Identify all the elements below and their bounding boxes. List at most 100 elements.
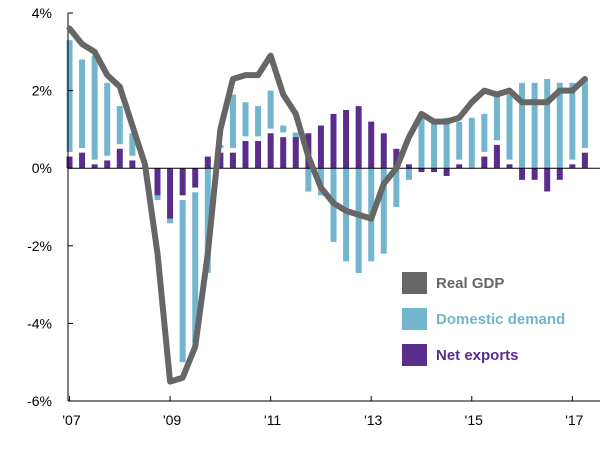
y-tick-label: -6% [27,393,52,409]
net-exports-bar [519,168,526,180]
legend-item-real-gdp-swatch [402,272,427,294]
net-exports-bar [506,164,513,169]
legend-item-net-exports-label: Net exports [436,347,519,364]
net-exports-bar [204,156,211,169]
net-exports-bar [79,152,86,169]
y-tick-label: -2% [27,238,52,254]
net-exports-bar [167,168,174,219]
domestic-demand-bar [242,102,249,137]
y-tick-label: 4% [32,5,52,21]
x-tick-label: '09 [163,412,181,428]
domestic-demand-bar [255,106,262,137]
domestic-demand-bar [468,117,475,169]
domestic-demand-bar [204,168,211,273]
domestic-demand-bar [355,168,362,273]
net-exports-bar [255,141,262,169]
legend-item-real-gdp-label: Real GDP [436,275,504,292]
x-tick-label: '11 [264,412,281,428]
domestic-demand-bar [456,121,463,160]
net-exports-bar [556,168,563,180]
domestic-demand-bar [393,168,400,207]
net-exports-bar [91,164,98,169]
net-exports-bar [66,156,73,169]
y-tick-label: 2% [32,83,52,99]
net-exports-bar [544,168,551,192]
net-exports-bar [368,121,375,169]
domestic-demand-bar [343,168,350,262]
y-tick-label: -4% [27,315,52,331]
legend-item-domestic-demand-label: Domestic demand [436,311,565,328]
domestic-demand-bar [116,106,123,145]
real-gdp-line-group [66,25,588,385]
net-exports-bar [456,164,463,169]
net-exports-bar [330,113,337,169]
net-exports-bar [581,152,588,169]
x-tick-labels: '07 '09 '11 '13 '15 '17 [62,412,583,428]
domestic-demand-bar [91,55,98,160]
net-exports-bar [267,133,274,169]
net-exports-bar [418,168,425,173]
legend: Real GDP Domestic demand Net exports [402,272,565,366]
net-exports-bar [343,110,350,169]
x-tick-label: '13 [364,412,382,428]
net-exports-bar [129,160,136,169]
domestic-demand-bar [431,121,438,169]
net-exports-bar [493,144,500,169]
real-gdp-line [66,25,588,385]
domestic-demand-bar [104,82,111,156]
domestic-demand-bar [405,168,412,180]
net-exports-bar [380,133,387,169]
domestic-demand-bar [418,117,425,169]
net-exports-bar [154,168,161,196]
x-tick-label: '07 [62,412,80,428]
domestic-demand-bar [229,94,236,149]
net-exports-bar [217,152,224,169]
net-exports-bar [393,148,400,169]
net-exports-bar [280,137,287,169]
domestic-demand-bar [556,82,563,169]
domestic-demand-bar [192,192,199,343]
domestic-demand-bar [179,200,186,363]
x-tick-label: '17 [565,412,583,428]
domestic-demand-bar [519,82,526,169]
domestic-demand-bar [531,82,538,169]
net-exports-bar [531,168,538,180]
y-tick-labels: 4% 2% 0% -2% -4% -6% [27,5,52,409]
net-exports-bar [355,106,362,169]
legend-item-net-exports-swatch [402,344,427,366]
net-exports-bar [317,125,324,169]
domestic-demand-bar [280,125,287,133]
domestic-demand-bar [79,59,86,149]
domestic-demand-bar [544,78,551,169]
legend-item-domestic-demand-swatch [402,308,427,330]
net-exports-bar [443,168,450,176]
domestic-demand-bar [305,168,312,192]
net-exports-bar [405,164,412,169]
domestic-demand-bar [481,113,488,152]
net-exports-bar [431,168,438,173]
domestic-demand-bar [380,168,387,254]
domestic-demand-bar [581,78,588,149]
net-exports-bar [229,152,236,169]
domestic-demand-bar [66,40,73,152]
domestic-demand-bars [66,40,588,363]
net-exports-bar [179,168,186,196]
x-tick-label: '15 [465,412,483,428]
domestic-demand-bar [569,82,576,160]
domestic-demand-bar [167,218,174,224]
net-exports-bar [242,141,249,169]
net-exports-bar [192,168,199,188]
net-exports-bar [292,137,299,169]
axes [67,12,600,402]
net-exports-bar [116,148,123,169]
domestic-demand-bar [493,94,500,141]
domestic-demand-bar [506,94,513,160]
net-exports-bars [66,106,588,219]
net-exports-bar [481,156,488,169]
domestic-demand-bar [129,133,136,156]
y-tick-label: 0% [32,160,52,176]
domestic-demand-bar [154,195,161,201]
domestic-demand-bar [267,90,274,129]
domestic-demand-bar [443,117,450,169]
